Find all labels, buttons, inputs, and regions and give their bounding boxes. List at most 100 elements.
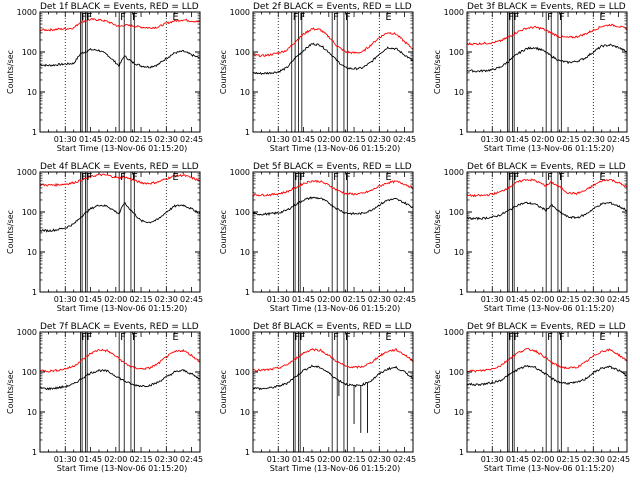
flag-label: F: [132, 172, 138, 183]
plot-frame: [466, 331, 628, 453]
x-tick-label: 01:30: [481, 295, 504, 304]
y-tick-label: 100: [235, 208, 250, 217]
x-tick-label: 02:30: [368, 295, 391, 304]
y-tick-label: 100: [449, 368, 464, 377]
x-tick-label: 02:15: [343, 295, 366, 304]
y-tick-label: 1000: [230, 168, 250, 177]
x-tick-label: 02:45: [393, 135, 416, 144]
y-tick-label: 1000: [444, 168, 464, 177]
x-tick-label: 01:45: [506, 455, 529, 464]
flag-label: F: [508, 12, 514, 23]
flag-label: F: [333, 12, 339, 23]
x-tick-label: 02:15: [343, 135, 366, 144]
y-tick-label: 1: [32, 288, 37, 297]
plot-frame: [39, 331, 201, 453]
y-tick-label: 10: [240, 408, 250, 417]
flag-label: F: [345, 12, 351, 23]
panel-title: Det 3f BLACK = Events, RED = LLD: [467, 2, 626, 12]
series-events-line: [39, 201, 201, 233]
flag-label: F: [513, 12, 519, 23]
x-tick-label: 02:00: [104, 455, 127, 464]
series-lld-line: [466, 178, 628, 198]
y-tick-label: 1000: [444, 8, 464, 17]
flag-label: F: [81, 12, 87, 23]
flag-label: F: [293, 12, 299, 23]
y-tick-label: 1: [459, 128, 464, 137]
plot-frame: [466, 171, 628, 293]
y-tick-label: 10: [27, 248, 37, 257]
flag-label: E: [599, 332, 605, 343]
x-tick-label: 01:45: [506, 135, 529, 144]
x-tick-label: 02:30: [155, 295, 178, 304]
y-tick-label: 1000: [17, 8, 37, 17]
flag-label: E: [172, 332, 178, 343]
flag-label: F: [299, 332, 305, 343]
series-events-line: [39, 369, 201, 391]
plot-frame: [252, 11, 414, 133]
plot-frame: [252, 331, 414, 453]
flag-label: F: [513, 172, 519, 183]
flag-label: F: [513, 332, 519, 343]
y-tick-label: 1: [245, 128, 250, 137]
x-tick-label: 01:30: [54, 455, 77, 464]
x-tick-label: 02:30: [155, 455, 178, 464]
x-tick-label: 01:30: [481, 135, 504, 144]
series-lld-line: [252, 179, 414, 197]
y-tick-label: 1: [245, 288, 250, 297]
y-tick-label: 1000: [444, 328, 464, 337]
flag-label: F: [547, 332, 553, 343]
x-tick-label: 02:30: [368, 135, 391, 144]
plot-frame: [252, 171, 414, 293]
flag-label: F: [299, 12, 305, 23]
flag-label: F: [86, 332, 92, 343]
x-tick-label: 02:30: [155, 135, 178, 144]
flag-label: F: [559, 332, 565, 343]
y-axis-label: Counts/sec: [6, 50, 15, 94]
series-lld-line: [39, 18, 201, 32]
flag-label: F: [132, 332, 138, 343]
series-events-line: [466, 43, 628, 73]
x-tick-label: 02:30: [582, 295, 605, 304]
plot-frame: [466, 11, 628, 133]
x-axis-label: Start Time (13-Nov-06 01:15:20): [270, 464, 400, 473]
x-tick-label: 01:30: [481, 455, 504, 464]
x-tick-label: 02:15: [130, 135, 153, 144]
flag-label: F: [333, 332, 339, 343]
flag-label: F: [294, 332, 300, 343]
panel-title: Det 1f BLACK = Events, RED = LLD: [40, 2, 199, 12]
x-tick-label: 01:45: [79, 135, 102, 144]
flag-label: E: [385, 332, 391, 343]
x-tick-label: 01:30: [267, 455, 290, 464]
flag-label: F: [547, 172, 553, 183]
y-tick-label: 100: [22, 368, 37, 377]
x-tick-label: 01:30: [54, 295, 77, 304]
x-tick-label: 02:30: [582, 135, 605, 144]
y-axis-label: Counts/sec: [219, 370, 228, 414]
flag-label: F: [86, 12, 92, 23]
x-tick-label: 02:00: [531, 455, 554, 464]
flag-label: F: [559, 12, 565, 23]
x-tick-label: 02:30: [368, 455, 391, 464]
y-tick-label: 1: [245, 448, 250, 457]
y-axis-label: Counts/sec: [219, 210, 228, 254]
series-events-line: [39, 47, 201, 69]
x-tick-label: 02:15: [557, 295, 580, 304]
x-tick-label: 01:45: [506, 295, 529, 304]
y-tick-label: 100: [235, 368, 250, 377]
x-tick-label: 02:45: [393, 455, 416, 464]
series-lld-line: [39, 173, 201, 187]
series-events-line: [466, 201, 628, 221]
x-tick-label: 02:45: [607, 455, 630, 464]
flag-label: E: [599, 172, 605, 183]
series-events-line: [467, 364, 628, 387]
x-tick-label: 02:00: [531, 295, 554, 304]
y-tick-label: 10: [240, 88, 250, 97]
flag-label: F: [120, 172, 126, 183]
flag-label: F: [294, 172, 300, 183]
